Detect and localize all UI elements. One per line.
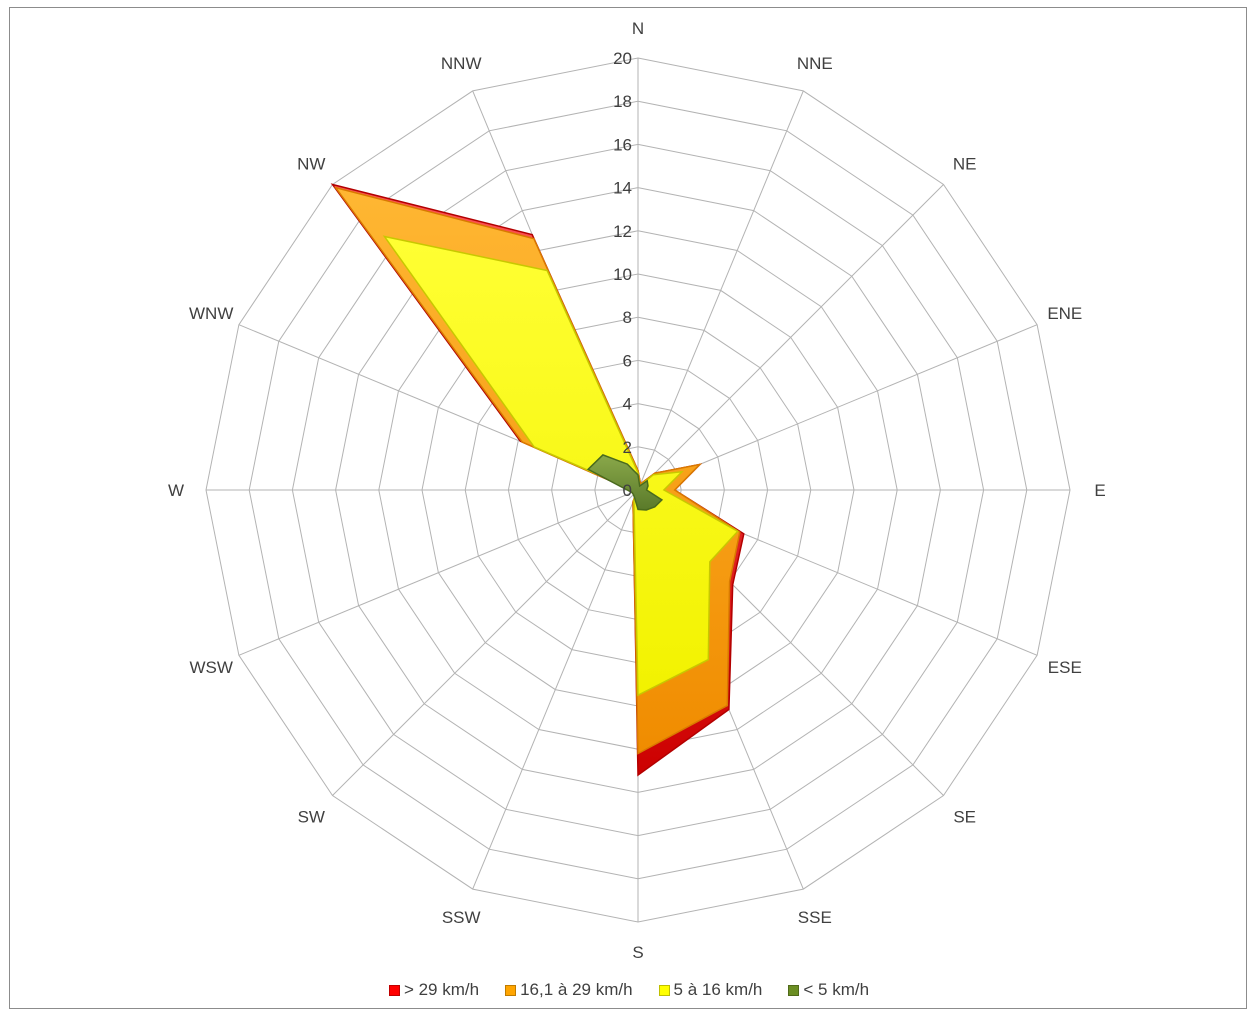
grid-spoke — [238, 489, 639, 656]
series-area-5-16-km-h — [382, 235, 739, 697]
legend-label: 16,1 à 29 km/h — [520, 980, 633, 999]
direction-label-nw: NW — [297, 154, 325, 173]
direction-label-s: S — [632, 943, 643, 962]
legend-swatch — [388, 984, 400, 996]
direction-label-w: W — [168, 481, 184, 500]
grid-spoke — [637, 324, 1038, 491]
legend-item: < 5 km/h — [788, 980, 869, 1000]
direction-label-e: E — [1094, 481, 1105, 500]
grid-spoke — [472, 489, 639, 890]
r-tick-label: 10 — [613, 265, 632, 284]
r-tick-label: 18 — [613, 92, 632, 111]
legend-label: > 29 km/h — [403, 980, 480, 999]
direction-label-nnw: NNW — [441, 54, 482, 73]
r-tick-label: 0 — [623, 481, 632, 500]
r-tick-label: 12 — [613, 222, 632, 241]
legend-swatch — [658, 984, 670, 996]
direction-label-ene: ENE — [1047, 304, 1082, 323]
direction-label-n: N — [632, 19, 644, 38]
legend-swatch — [788, 984, 800, 996]
r-tick-label: 6 — [623, 351, 632, 370]
chart-frame — [9, 7, 1247, 1009]
grid-spoke — [637, 90, 804, 491]
legend-swatch — [505, 984, 517, 996]
grid-spoke — [637, 184, 944, 491]
r-tick-label: 4 — [623, 395, 632, 414]
direction-label-ne: NE — [953, 154, 977, 173]
direction-label-ese: ESE — [1048, 658, 1082, 677]
legend-item: > 29 km/h — [388, 980, 480, 1000]
legend-item: 16,1 à 29 km/h — [505, 980, 633, 1000]
r-tick-label: 2 — [623, 438, 632, 457]
r-tick-label: 8 — [623, 308, 632, 327]
legend-label: 5 à 16 km/h — [673, 980, 763, 999]
grid-spoke — [332, 489, 639, 796]
r-tick-label: 16 — [613, 135, 632, 154]
legend-item: 5 à 16 km/h — [658, 980, 763, 1000]
direction-label-wsw: WSW — [189, 658, 232, 677]
r-tick-label: 14 — [613, 179, 632, 198]
direction-label-se: SE — [953, 808, 976, 827]
direction-label-ssw: SSW — [442, 908, 481, 927]
direction-label-sse: SSE — [798, 908, 832, 927]
legend: > 29 km/h 16,1 à 29 km/h 5 à 16 km/h < 5 km… — [0, 978, 1258, 1002]
legend-label: < 5 km/h — [803, 980, 870, 999]
r-tick-label: 20 — [613, 49, 632, 68]
direction-label-wnw: WNW — [189, 304, 233, 323]
direction-label-sw: SW — [298, 808, 325, 827]
direction-label-nne: NNE — [797, 54, 833, 73]
series-area-5-km-h — [586, 454, 664, 511]
